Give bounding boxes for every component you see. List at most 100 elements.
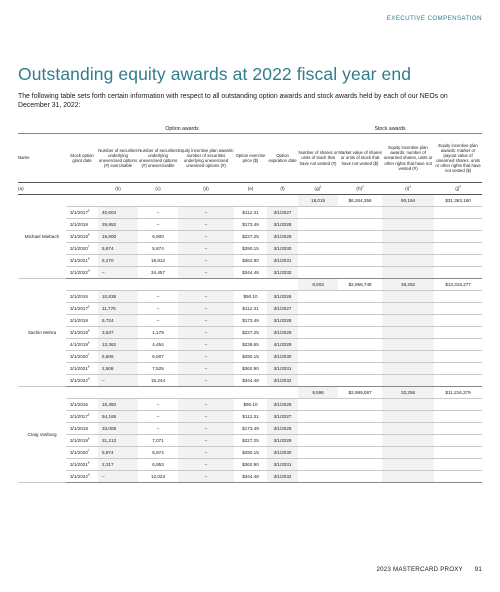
empty-cell xyxy=(382,242,435,255)
exercise-price: $290.15 xyxy=(234,242,267,255)
empty-cell xyxy=(298,374,339,387)
unexercisable: 15,244 xyxy=(138,374,178,387)
expiration-date: 3/1/2027 xyxy=(267,206,299,219)
exercise-price: $173.49 xyxy=(234,314,267,327)
empty-cell xyxy=(382,374,435,387)
empty-cell xyxy=(98,194,138,207)
exercisable: – xyxy=(98,470,138,483)
shares-not-vested: 18,015 xyxy=(298,194,339,207)
table-row: 3/1/20175 54,168– – $112.31 3/1/2027 xyxy=(18,410,483,423)
empty-cell xyxy=(178,278,234,291)
empty-cell xyxy=(382,410,435,423)
grant-date: 3/1/2016 xyxy=(66,290,98,303)
empty-cell xyxy=(338,338,383,351)
exercise-price: $344.48 xyxy=(234,470,267,483)
unearned-options: – xyxy=(178,302,234,315)
exercise-price: $290.15 xyxy=(234,446,267,459)
exercisable: 11,776 xyxy=(98,302,138,315)
grant-date: 3/1/20175 xyxy=(66,410,98,423)
grant-date-text: 3/1/2017 xyxy=(70,210,88,215)
expiration-date: 3/1/2028 xyxy=(267,218,299,231)
grant-date-text: 3/1/2020 xyxy=(70,450,88,455)
unexercisable: 34,457 xyxy=(138,266,178,279)
col-header-name: Name xyxy=(18,133,66,183)
grant-date: 3/1/20218 xyxy=(66,362,98,375)
grant-date-text: 3/1/2017 xyxy=(70,414,88,419)
empty-cell xyxy=(434,458,483,471)
col-header-exercise-price: Option exercise price ($) xyxy=(234,133,267,183)
empty-cell xyxy=(434,470,483,483)
outstanding-equity-awards-table: Option awards Stock awards Name Stock op… xyxy=(18,124,483,483)
table-row: 3/1/2018 29,952– – $173.49 3/1/2028 xyxy=(18,218,483,231)
exercise-price: $227.25 xyxy=(234,434,267,447)
grant-date: 3/1/2018 xyxy=(66,422,98,435)
exercisable: 6,270 xyxy=(98,254,138,267)
unexercisable: 12,023 xyxy=(138,470,178,483)
unearned-options: – xyxy=(178,266,234,279)
code-d: (d) xyxy=(178,182,234,195)
empty-cell xyxy=(234,278,267,291)
empty-cell xyxy=(298,254,339,267)
code-i: (i)3 xyxy=(382,182,435,195)
unearned-options: – xyxy=(178,218,234,231)
table-row: 3/1/20229–12,023– $344.48 3/1/2032 xyxy=(18,470,483,483)
empty-cell xyxy=(98,386,138,399)
unexercisable: 6,953 xyxy=(138,458,178,471)
grant-date: 3/1/20175 xyxy=(66,302,98,315)
table-row: 3/1/20207 5,874 5,874– $290.15 3/1/2030 xyxy=(18,446,483,459)
shares-not-vested: 8,503 xyxy=(298,278,339,291)
expiration-date: 3/1/2031 xyxy=(267,458,299,471)
empty-cell xyxy=(338,230,383,243)
exercise-price: $112.31 xyxy=(234,206,267,219)
expiration-date: 3/1/2032 xyxy=(267,266,299,279)
name-group-spacer xyxy=(18,124,66,134)
table-row: 3/1/20218 6,270 18,812– $362.90 3/1/2031 xyxy=(18,254,483,267)
empty-cell xyxy=(434,362,483,375)
unexercisable: 4,454 xyxy=(138,338,178,351)
empty-cell xyxy=(298,470,339,483)
empty-cell xyxy=(298,218,339,231)
unearned-options: – xyxy=(178,206,234,219)
empty-cell xyxy=(434,314,483,327)
exercisable: 5,874 xyxy=(98,446,138,459)
table-row: 3/1/20175 11,776– – $112.31 3/1/2027 xyxy=(18,302,483,315)
grant-date: 3/1/2018 xyxy=(66,218,98,231)
market-value: $6,264,356 xyxy=(338,194,383,207)
exercisable: 10,838 xyxy=(98,290,138,303)
empty-cell xyxy=(382,362,435,375)
exercise-price: $344.48 xyxy=(234,374,267,387)
empty-cell xyxy=(338,326,383,339)
grant-date: 3/1/20175 xyxy=(66,206,98,219)
empty-cell xyxy=(98,278,138,291)
exercise-price: $239.65 xyxy=(234,338,267,351)
expiration-date: 3/1/2027 xyxy=(267,410,299,423)
expiration-date: 3/1/2030 xyxy=(267,242,299,255)
unearned-options: – xyxy=(178,290,234,303)
empty-cell xyxy=(382,338,435,351)
exercise-price: $227.25 xyxy=(234,230,267,243)
empty-cell xyxy=(382,446,435,459)
neo-stock-summary-row: Sachin Mehra 8,503 $2,956,748 38,292 $13,315… xyxy=(18,278,483,387)
empty-cell xyxy=(338,374,383,387)
exercisable: – xyxy=(98,374,138,387)
empty-cell xyxy=(382,206,435,219)
unearned-options: – xyxy=(178,374,234,387)
empty-cell xyxy=(382,230,435,243)
grant-date: 3/1/20196 xyxy=(66,230,98,243)
grant-date-text: 3/1/2021 xyxy=(70,258,88,263)
expiration-date: 3/1/2026 xyxy=(267,290,299,303)
table-row: 3/1/20207 6,506 6,507– $290.15 3/1/2030 xyxy=(18,350,483,363)
unearned-options: – xyxy=(178,434,234,447)
grant-date: 3/1/20229 xyxy=(66,266,98,279)
footnote-ref: 8 xyxy=(87,364,90,369)
footer-report-name: 2023 MASTERCARD PROXY xyxy=(376,566,463,573)
empty-cell xyxy=(298,302,339,315)
footnote-ref: 9 xyxy=(87,472,90,477)
code-a: (a) xyxy=(18,182,66,195)
grant-date-text: 3/1/2022 xyxy=(70,270,88,275)
col-header-grant-date: Stock option grant date xyxy=(66,133,98,183)
table-row: 3/1/20229–34,457– $344.48 3/1/2032 xyxy=(18,266,483,279)
footnote-ref: 6 xyxy=(87,328,90,333)
exercisable: 2,508 xyxy=(98,362,138,375)
unearned-options: – xyxy=(178,446,234,459)
